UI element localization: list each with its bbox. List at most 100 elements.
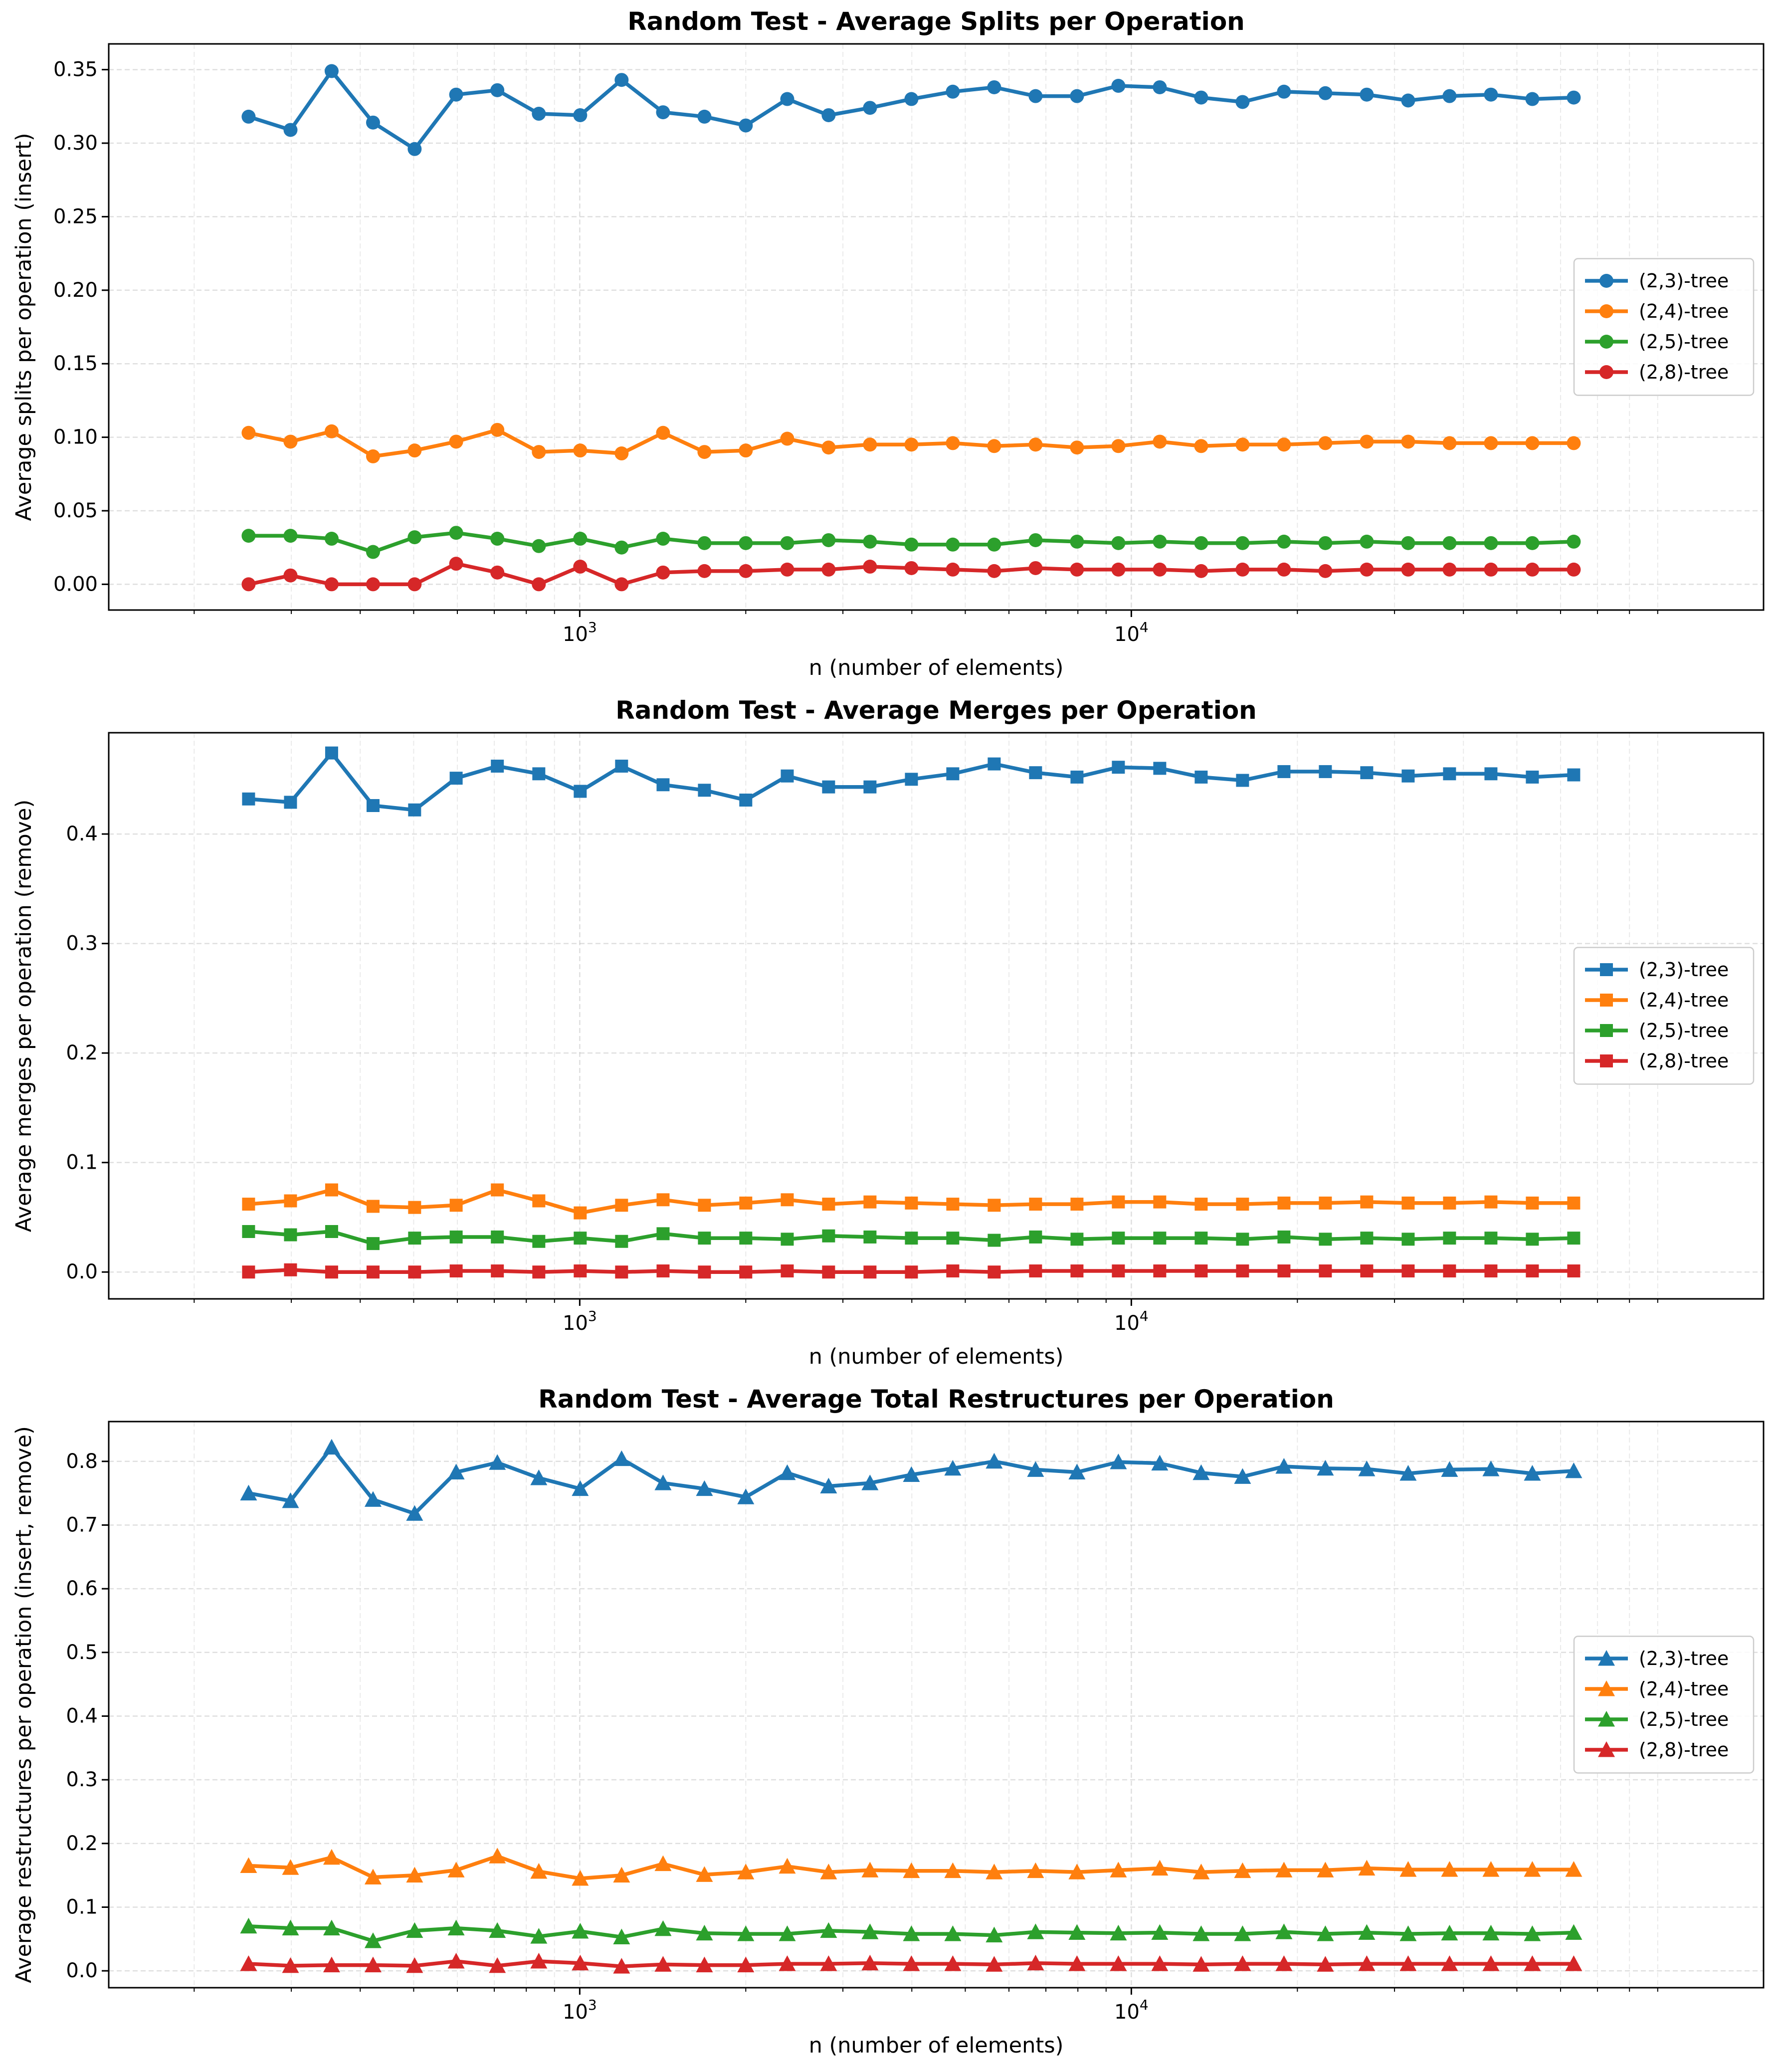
data-point bbox=[615, 1265, 628, 1279]
legend-entry: (2,3)-tree bbox=[1585, 270, 1729, 292]
data-point bbox=[1029, 766, 1042, 780]
axes-frame bbox=[108, 732, 1765, 1300]
data-point bbox=[1318, 436, 1333, 450]
data-point bbox=[1236, 1233, 1249, 1246]
data-point bbox=[449, 1199, 463, 1212]
data-point bbox=[1277, 1264, 1291, 1278]
data-point bbox=[1443, 1264, 1456, 1278]
data-point bbox=[863, 1195, 877, 1209]
y-tick-label: 0.00 bbox=[53, 573, 98, 596]
data-point bbox=[1027, 1954, 1044, 1971]
data-point bbox=[1482, 1460, 1500, 1476]
data-point bbox=[1111, 536, 1126, 550]
data-point bbox=[903, 1862, 920, 1878]
data-point bbox=[1027, 1461, 1044, 1477]
data-point bbox=[1319, 1233, 1332, 1246]
data-point bbox=[656, 778, 670, 792]
data-point bbox=[615, 759, 628, 773]
data-point bbox=[1070, 1233, 1084, 1246]
data-point bbox=[944, 1925, 962, 1941]
series-2-4-tree bbox=[241, 422, 1581, 463]
data-point bbox=[903, 1955, 920, 1971]
data-point bbox=[1319, 765, 1332, 778]
data-point bbox=[1565, 1955, 1582, 1971]
x-axis-label: n (number of elements) bbox=[809, 655, 1064, 680]
data-point bbox=[863, 560, 877, 574]
legend-entry: (2,8)-tree bbox=[1585, 1739, 1729, 1761]
data-point bbox=[905, 1265, 918, 1279]
data-point bbox=[987, 439, 1001, 453]
data-point bbox=[737, 1488, 755, 1504]
data-point bbox=[489, 1957, 506, 1973]
data-point bbox=[1524, 1465, 1541, 1481]
data-point bbox=[988, 1234, 1001, 1247]
data-point bbox=[613, 1866, 630, 1883]
data-point bbox=[821, 533, 836, 547]
y-axis-label: Average merges per operation (remove) bbox=[11, 800, 36, 1232]
data-point bbox=[572, 1480, 589, 1496]
data-point bbox=[1317, 1925, 1334, 1941]
data-point bbox=[1153, 762, 1167, 775]
legend-marker bbox=[1599, 335, 1613, 349]
data-point bbox=[447, 1862, 465, 1877]
series-2-5-tree bbox=[240, 1917, 1582, 1948]
data-point bbox=[861, 1862, 879, 1877]
data-point bbox=[780, 92, 794, 106]
y-tick-label: 0.6 bbox=[66, 1577, 98, 1600]
legend-marker bbox=[1600, 1024, 1613, 1037]
data-point bbox=[1277, 437, 1291, 452]
legend-entry: (2,8)-tree bbox=[1585, 1050, 1729, 1072]
data-point bbox=[1110, 1924, 1127, 1941]
data-point bbox=[532, 539, 546, 553]
data-point bbox=[986, 1452, 1003, 1469]
data-point bbox=[904, 537, 919, 552]
legend-box bbox=[1573, 947, 1755, 1085]
data-point bbox=[656, 532, 670, 546]
data-point bbox=[1360, 766, 1374, 780]
data-point bbox=[530, 1863, 548, 1879]
data-point bbox=[1441, 1461, 1458, 1477]
data-point bbox=[614, 73, 629, 87]
data-point bbox=[946, 436, 960, 450]
data-point bbox=[1525, 92, 1540, 106]
legend-label: (2,3)-tree bbox=[1639, 270, 1729, 292]
legend-marker bbox=[1600, 963, 1613, 976]
data-point bbox=[1565, 1462, 1582, 1478]
data-point bbox=[739, 1232, 753, 1245]
data-point bbox=[532, 577, 546, 592]
data-point bbox=[779, 1925, 796, 1941]
data-point bbox=[1399, 1925, 1417, 1941]
data-point bbox=[324, 532, 339, 546]
data-point bbox=[1525, 436, 1540, 450]
data-point bbox=[654, 1474, 672, 1490]
data-point bbox=[1068, 1955, 1086, 1971]
data-point bbox=[1194, 1198, 1208, 1211]
data-point bbox=[532, 1235, 546, 1248]
data-point bbox=[408, 803, 421, 817]
data-point bbox=[1028, 89, 1043, 103]
data-point bbox=[1277, 1196, 1291, 1210]
series-2-5-tree bbox=[241, 526, 1581, 559]
data-point bbox=[366, 1265, 380, 1279]
data-point bbox=[573, 443, 588, 458]
data-point bbox=[904, 561, 919, 575]
legend-marker bbox=[1600, 994, 1613, 1007]
data-point bbox=[944, 1955, 962, 1971]
data-point bbox=[822, 780, 835, 794]
y-tick-label: 0.05 bbox=[53, 499, 98, 522]
data-point bbox=[613, 1958, 630, 1974]
data-point bbox=[574, 785, 587, 798]
legend-marker bbox=[1598, 1741, 1615, 1757]
y-tick-label: 0.3 bbox=[66, 1768, 98, 1791]
data-point bbox=[779, 1858, 796, 1874]
data-point bbox=[283, 568, 298, 583]
data-point bbox=[654, 1920, 672, 1936]
data-point bbox=[1153, 1195, 1167, 1209]
data-point bbox=[1151, 1955, 1169, 1971]
data-point bbox=[282, 1919, 299, 1936]
data-point bbox=[408, 1265, 421, 1279]
data-point bbox=[1235, 536, 1250, 550]
data-point bbox=[1151, 1924, 1169, 1940]
data-point bbox=[408, 1201, 421, 1214]
legend: (2,3)-tree (2,4)-tree (2,5)-tree (2,8)-tree bbox=[1573, 258, 1755, 396]
